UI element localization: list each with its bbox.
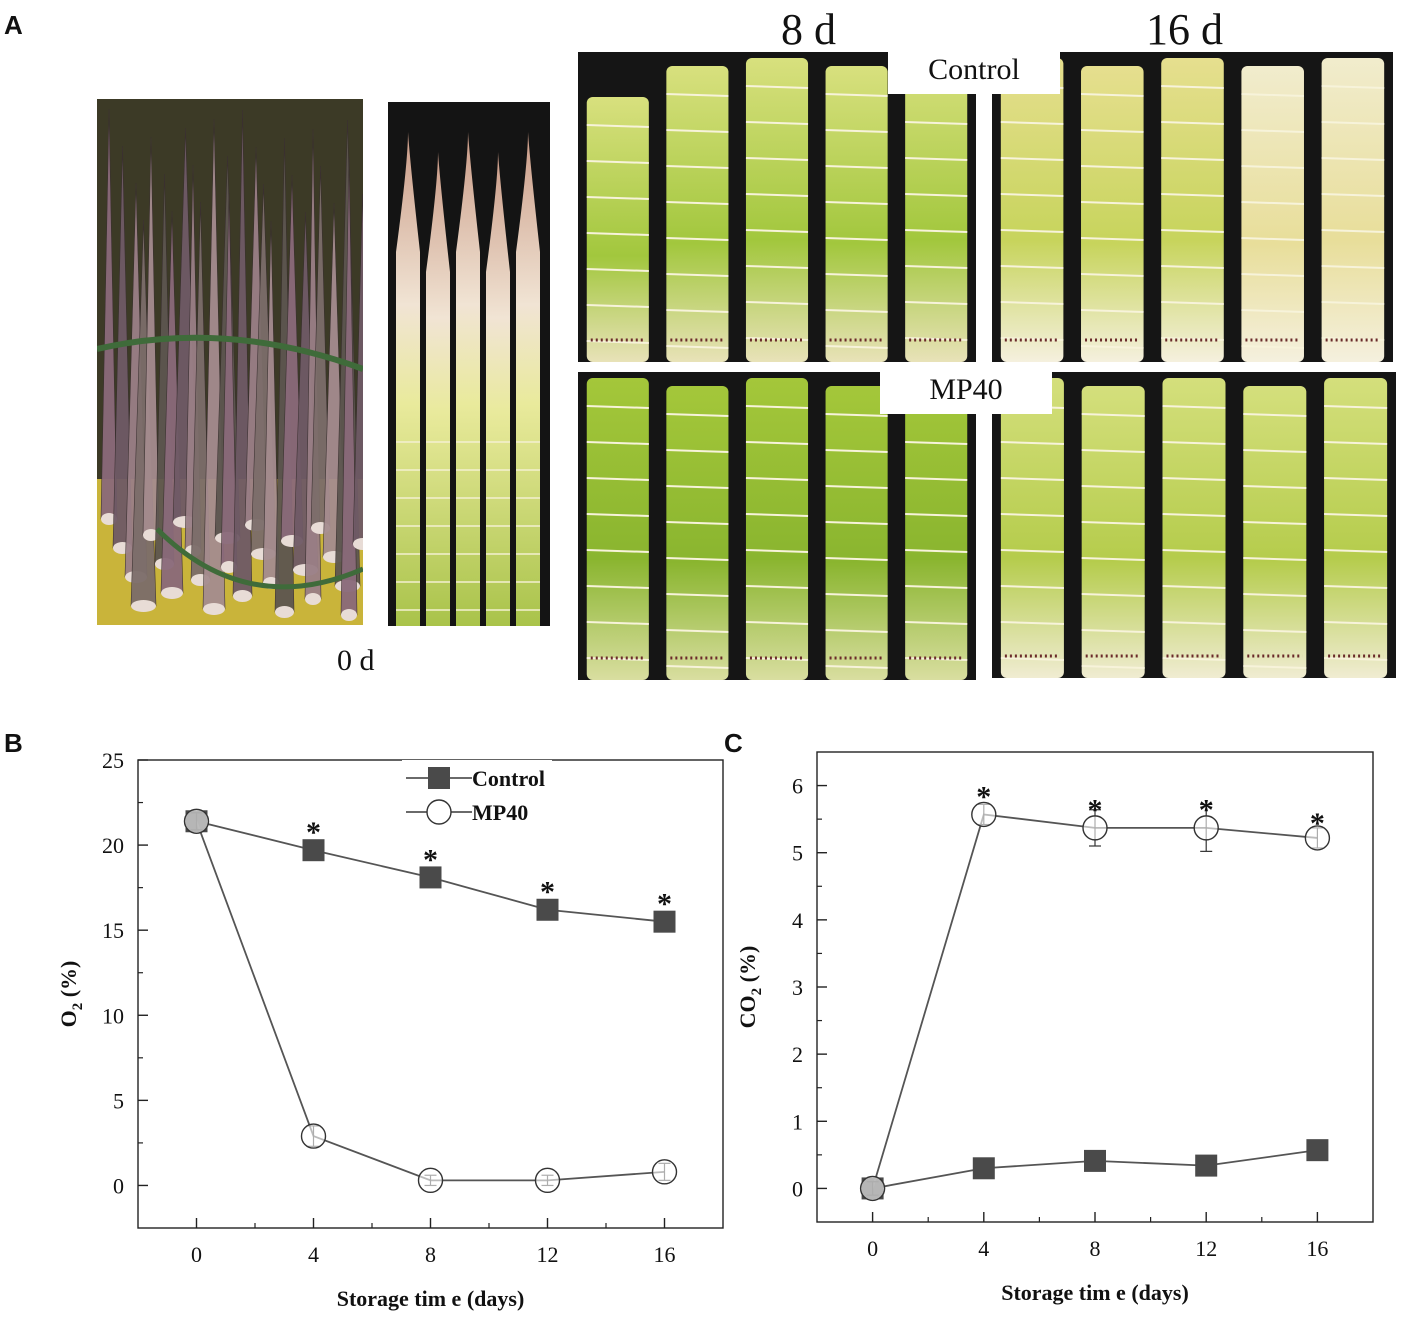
data-point-control xyxy=(419,866,442,889)
significance-marker: * xyxy=(657,888,672,921)
legend: Control MP40 xyxy=(402,760,552,830)
y-tick-label: 4 xyxy=(792,908,803,933)
legend-label-control: Control xyxy=(472,766,545,791)
label-day-0: 0 d xyxy=(337,644,375,677)
y-tick-label: 25 xyxy=(102,748,124,773)
data-point-control xyxy=(1306,1139,1329,1162)
chart-co2: 0 1 2 3 4 5 6 0 4 8 12 16 Storage tim e (days) CO2 (%… xyxy=(735,740,1410,1330)
data-point-mp40 xyxy=(651,1159,678,1185)
y-tick-label: 1 xyxy=(792,1109,803,1134)
y-tick-label: 0 xyxy=(113,1173,124,1198)
y-tick-label: 15 xyxy=(102,918,124,943)
data-point-control xyxy=(972,1157,995,1180)
chart-o2: 0 5 10 15 20 25 0 4 8 12 16 Storage tim e (days) O2 … xyxy=(40,740,740,1330)
panel-letter-a: A xyxy=(4,10,23,40)
data-point-mp40 xyxy=(1304,825,1331,851)
y-axis-label: CO2 (%) xyxy=(740,946,765,1029)
series-line-mp40 xyxy=(871,813,1318,1189)
y-tick-label: 3 xyxy=(792,975,803,1000)
y-tick-label: 20 xyxy=(102,833,124,858)
data-point-mp40 xyxy=(300,1123,327,1149)
panel-letter-c: C xyxy=(724,728,743,758)
data-point-control xyxy=(653,910,676,933)
photo-control-day8 xyxy=(578,52,976,362)
data-point-mp40 xyxy=(417,1167,444,1194)
significance-marker: * xyxy=(540,876,555,909)
y-tick-label: 6 xyxy=(792,774,803,799)
photo-mp40-day16 xyxy=(992,372,1396,678)
x-tick-label: 12 xyxy=(537,1242,559,1267)
data-point-control xyxy=(302,839,325,862)
photo-control-day16 xyxy=(992,52,1393,362)
x-tick-label: 16 xyxy=(654,1242,676,1267)
y-tick-label: 2 xyxy=(792,1042,803,1067)
y-tick-label: 0 xyxy=(792,1176,803,1201)
data-point-mp40 xyxy=(183,808,210,834)
data-point-control xyxy=(536,898,559,921)
significance-marker: * xyxy=(1199,794,1214,827)
photo-shoot-bundle xyxy=(97,99,363,625)
x-tick-label: 4 xyxy=(978,1236,989,1261)
label-day-8: 8 d xyxy=(781,5,836,54)
significance-marker: * xyxy=(1310,807,1325,840)
legend-marker-control xyxy=(428,767,450,789)
data-point-mp40 xyxy=(859,1175,886,1202)
x-axis-label: Storage tim e (days) xyxy=(337,1286,525,1311)
x-tick-label: 8 xyxy=(425,1242,436,1267)
y-tick-label: 10 xyxy=(102,1003,124,1028)
legend-marker-mp40 xyxy=(426,799,452,825)
plot-frame xyxy=(137,759,724,1229)
data-point-control xyxy=(1195,1154,1218,1177)
significance-marker: * xyxy=(306,816,321,849)
data-point-mp40 xyxy=(534,1167,561,1194)
x-axis-label: Storage tim e (days) xyxy=(1001,1280,1189,1305)
data-point-mp40 xyxy=(1193,815,1219,841)
panel-letter-b: B xyxy=(4,728,23,758)
y-tick-label: 5 xyxy=(792,841,803,866)
significance-marker: * xyxy=(1088,794,1103,827)
x-tick-label: 4 xyxy=(308,1242,319,1267)
data-point-control xyxy=(1084,1149,1106,1172)
photo-peeled-shoots-day0 xyxy=(388,102,550,626)
x-tick-label: 0 xyxy=(867,1236,878,1261)
data-point-mp40 xyxy=(1082,815,1108,841)
label-mp40: MP40 xyxy=(880,368,1052,414)
x-tick-label: 0 xyxy=(191,1242,202,1267)
y-axis-label: O2 (%) xyxy=(56,961,86,1028)
y-tick-label: 5 xyxy=(113,1088,124,1113)
x-tick-label: 8 xyxy=(1090,1236,1101,1261)
x-tick-label: 12 xyxy=(1195,1236,1217,1261)
label-control: Control xyxy=(888,48,1060,94)
significance-marker: * xyxy=(976,780,991,813)
photo-mp40-day8 xyxy=(578,372,976,680)
data-point-mp40 xyxy=(971,801,997,828)
legend-label-mp40: MP40 xyxy=(472,800,528,825)
significance-marker: * xyxy=(423,843,438,876)
x-tick-label: 16 xyxy=(1306,1236,1328,1261)
label-day-16: 16 d xyxy=(1146,5,1223,54)
